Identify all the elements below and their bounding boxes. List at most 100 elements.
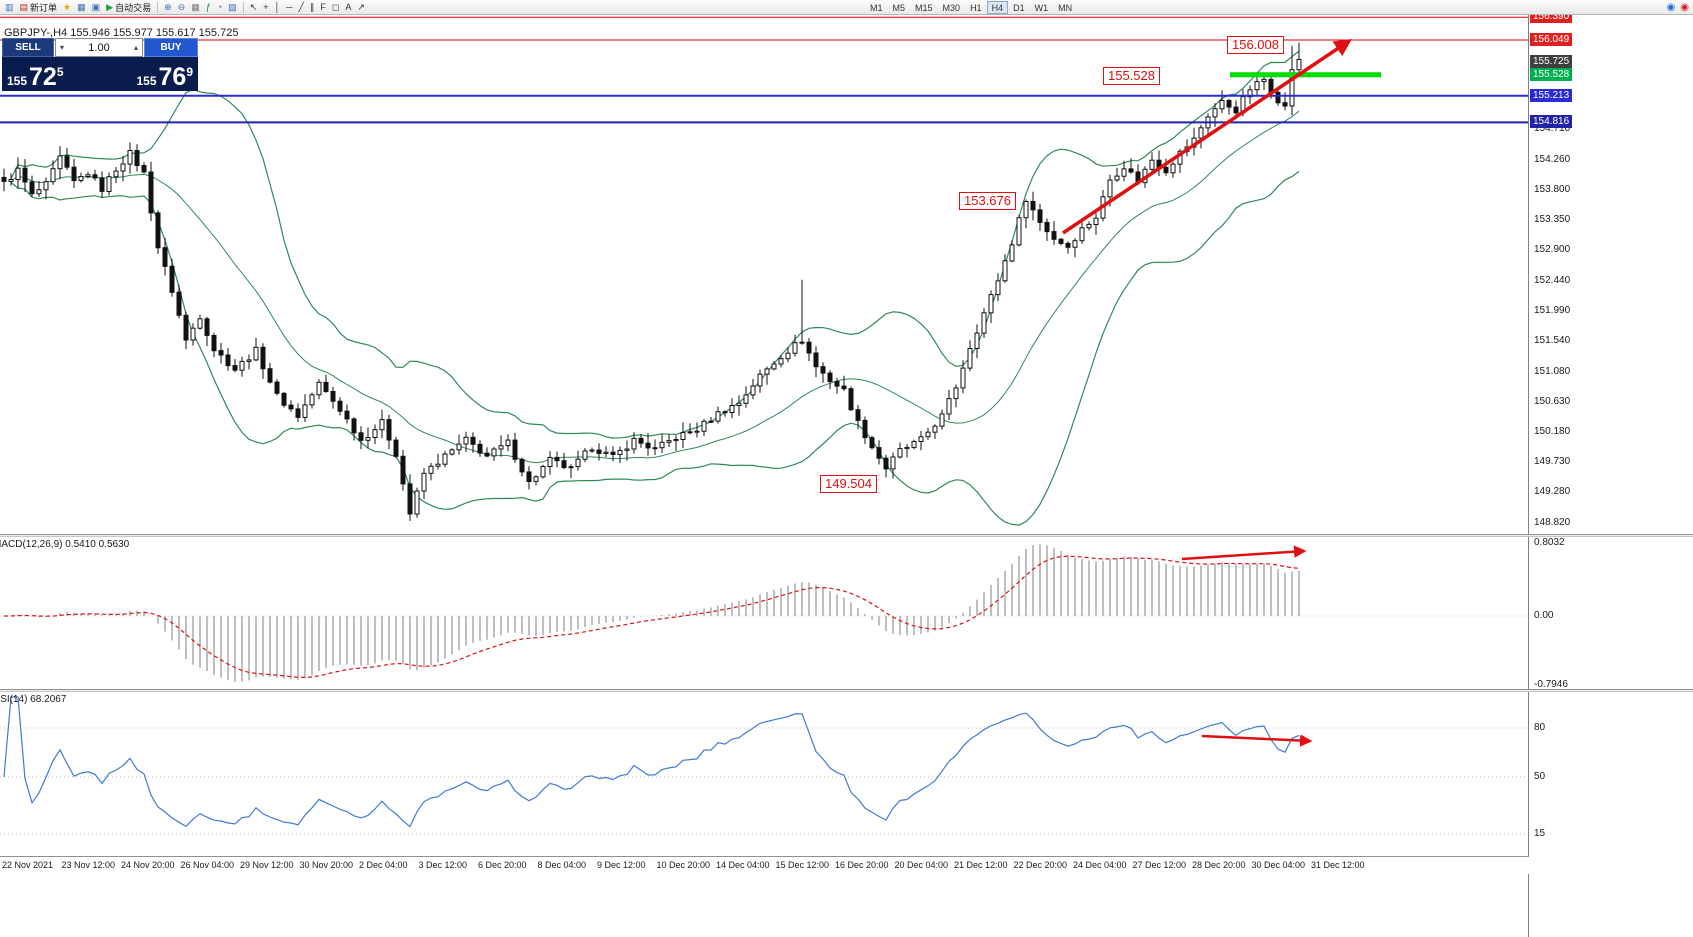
tile-windows-button[interactable]: ▦ — [188, 1, 203, 14]
zoom-in-button[interactable]: ⊕ — [161, 1, 175, 14]
bid-prefix: 155 — [7, 74, 28, 88]
favorites-button[interactable]: ★ — [60, 1, 74, 14]
time-axis-label: 22 Nov 2021 — [2, 860, 54, 870]
ask-pip-digit: 9 — [186, 65, 193, 79]
bid-pip-digit: 5 — [56, 65, 64, 79]
time-axis-label: 27 Dec 12:00 — [1132, 860, 1187, 870]
fibonacci-button[interactable]: F — [317, 1, 329, 14]
zoom-out-button[interactable]: ⊖ — [175, 1, 189, 14]
window-list-icon: ▣ — [91, 1, 101, 12]
time-axis-label: 31 Dec 12:00 — [1311, 860, 1365, 870]
price-scale-label: 154.710 — [1534, 123, 1571, 135]
vertical-line-button[interactable]: │ — [271, 1, 283, 14]
volume-decrease-button[interactable]: ▾ — [59, 43, 64, 52]
tile-windows-icon: ▦ — [191, 1, 200, 12]
cursor-icon: ↖ — [249, 1, 258, 12]
time-axis-label: 22 Dec 20:00 — [1013, 860, 1068, 870]
price-scale-label: 153.800 — [1534, 184, 1571, 196]
new-order-button[interactable]: ▤ 新订单 — [17, 1, 61, 14]
pane-separator[interactable] — [0, 689, 1693, 692]
price-scale-label: 149.730 — [1534, 456, 1571, 468]
notifications-button[interactable]: ◉ — [1680, 2, 1689, 13]
price-scale-label: 151.080 — [1534, 365, 1571, 377]
sell-button[interactable]: SELL — [2, 38, 54, 57]
macd-pane[interactable]: MACD(12,26,9) 0.5410 0.5630 — [0, 537, 1528, 689]
pane-separator[interactable] — [0, 534, 1693, 537]
time-axis-label: 3 Dec 12:00 — [418, 860, 468, 870]
rsi-scale-label: 15 — [1534, 828, 1546, 839]
timeframe-button-m30[interactable]: M30 — [942, 3, 961, 13]
autotrading-button[interactable]: ▶ 自动交易 — [103, 1, 154, 14]
time-axis-label: 30 Nov 20:00 — [299, 860, 354, 870]
main-chart-pane[interactable]: GBPJPY-,H4 155.946 155.977 155.617 155.7… — [0, 15, 1528, 534]
price-scale-label: 151.540 — [1534, 335, 1571, 347]
volume-value: 1.00 — [88, 41, 110, 54]
templates-icon: ▧ — [228, 1, 237, 12]
price-scale-label: 152.900 — [1534, 244, 1571, 256]
trendline-button[interactable]: ╱ — [296, 1, 307, 14]
text-icon: A — [345, 1, 352, 12]
window-list-button[interactable]: ▣ — [89, 1, 104, 14]
price-scale-label: 151.990 — [1534, 305, 1571, 317]
time-axis-label: 24 Dec 04:00 — [1073, 860, 1127, 870]
price-annotation[interactable]: 149.504 — [820, 475, 877, 493]
price-scale-label: 148.820 — [1534, 516, 1571, 528]
profiles-icon: ▦ — [77, 1, 86, 12]
text-button[interactable]: A — [342, 1, 354, 14]
crosshair-button[interactable]: + — [260, 1, 271, 14]
timeframe-button-h1[interactable]: H1 — [970, 3, 982, 13]
volume-field[interactable]: ▾ 1.00 ▴ — [55, 38, 143, 57]
shapes-icon: ◻ — [331, 1, 340, 12]
timeframe-button-m5[interactable]: M5 — [892, 3, 906, 13]
price-annotation[interactable]: 153.676 — [959, 192, 1016, 210]
price-annotation[interactable]: 156.008 — [1227, 36, 1284, 54]
macd-chart-canvas[interactable] — [0, 537, 1528, 689]
time-axis-label: 14 Dec 04:00 — [716, 860, 770, 870]
time-axis-label: 2 Dec 04:00 — [359, 860, 408, 870]
horizontal-line-button[interactable]: ─ — [283, 1, 295, 14]
macd-scale-label: 0.8032 — [1534, 537, 1565, 548]
arrows-icon: ↗ — [357, 1, 365, 12]
rsi-pane[interactable]: RSI(14) 68.2067 — [0, 692, 1528, 856]
vertical-line-icon: │ — [274, 1, 281, 12]
time-axis-label: 9 Dec 12:00 — [597, 860, 646, 870]
time-axis-label: 20 Dec 04:00 — [894, 860, 949, 870]
timeframe-button-h4[interactable]: H4 — [986, 1, 1009, 14]
templates-button[interactable]: ▧ — [225, 1, 240, 14]
candlestick-chart-canvas[interactable] — [0, 15, 1528, 534]
channel-button[interactable]: ∥ — [307, 1, 318, 14]
time-axis[interactable]: 22 Nov 2021 23 Nov 12:00 24 Nov 20:00 26 No… — [0, 856, 1529, 874]
new-chart-button[interactable]: ▥ — [2, 1, 17, 14]
timeframe-button-m1[interactable]: M1 — [870, 3, 883, 13]
timeframe-button-w1[interactable]: W1 — [1034, 3, 1049, 13]
timeframe-button-mn[interactable]: MN — [1058, 3, 1073, 13]
bid-ask-quotes: 155 72 5 155 76 9 — [2, 57, 198, 91]
profiles-button[interactable]: ▦ — [74, 1, 89, 14]
price-tag-156-390: 156.390 — [1530, 15, 1573, 24]
periods-button[interactable]: ◔ — [214, 1, 225, 14]
shapes-button[interactable]: ◻ — [329, 1, 342, 14]
toolbar-separator — [242, 1, 244, 13]
macd-scale-label: -0.7946 — [1534, 679, 1568, 690]
crosshair-icon: + — [263, 1, 269, 12]
indicators-button[interactable]: ƒ — [203, 1, 214, 14]
trendline-icon: ╱ — [298, 1, 304, 12]
ask-prefix: 155 — [136, 74, 157, 88]
time-axis-label: 30 Dec 04:00 — [1251, 860, 1306, 870]
price-scale[interactable]: 154.710 154.260 153.800 153.350 152.900 152.4… — [1528, 15, 1693, 937]
arrows-button[interactable]: ↗ — [354, 1, 368, 14]
rsi-chart-canvas[interactable] — [0, 692, 1528, 856]
toolbar-separator — [157, 1, 159, 13]
time-axis-label: 15 Dec 12:00 — [775, 860, 830, 870]
timeframe-button-m15[interactable]: M15 — [915, 3, 933, 13]
timeframe-button-d1[interactable]: D1 — [1013, 3, 1025, 13]
rsi-label: RSI(14) 68.2067 — [0, 694, 67, 705]
volume-increase-button[interactable]: ▴ — [133, 43, 138, 52]
timeframe-toolbar: M1 M5 M15 M30 H1 H4 D1 W1 MN — [865, 1, 1077, 14]
zoom-out-icon: ⊖ — [177, 1, 186, 12]
price-annotation[interactable]: 155.528 — [1103, 67, 1160, 85]
cursor-button[interactable]: ↖ — [247, 1, 261, 14]
buy-button[interactable]: BUY — [144, 38, 198, 57]
search-button[interactable]: ◉ — [1666, 2, 1676, 13]
